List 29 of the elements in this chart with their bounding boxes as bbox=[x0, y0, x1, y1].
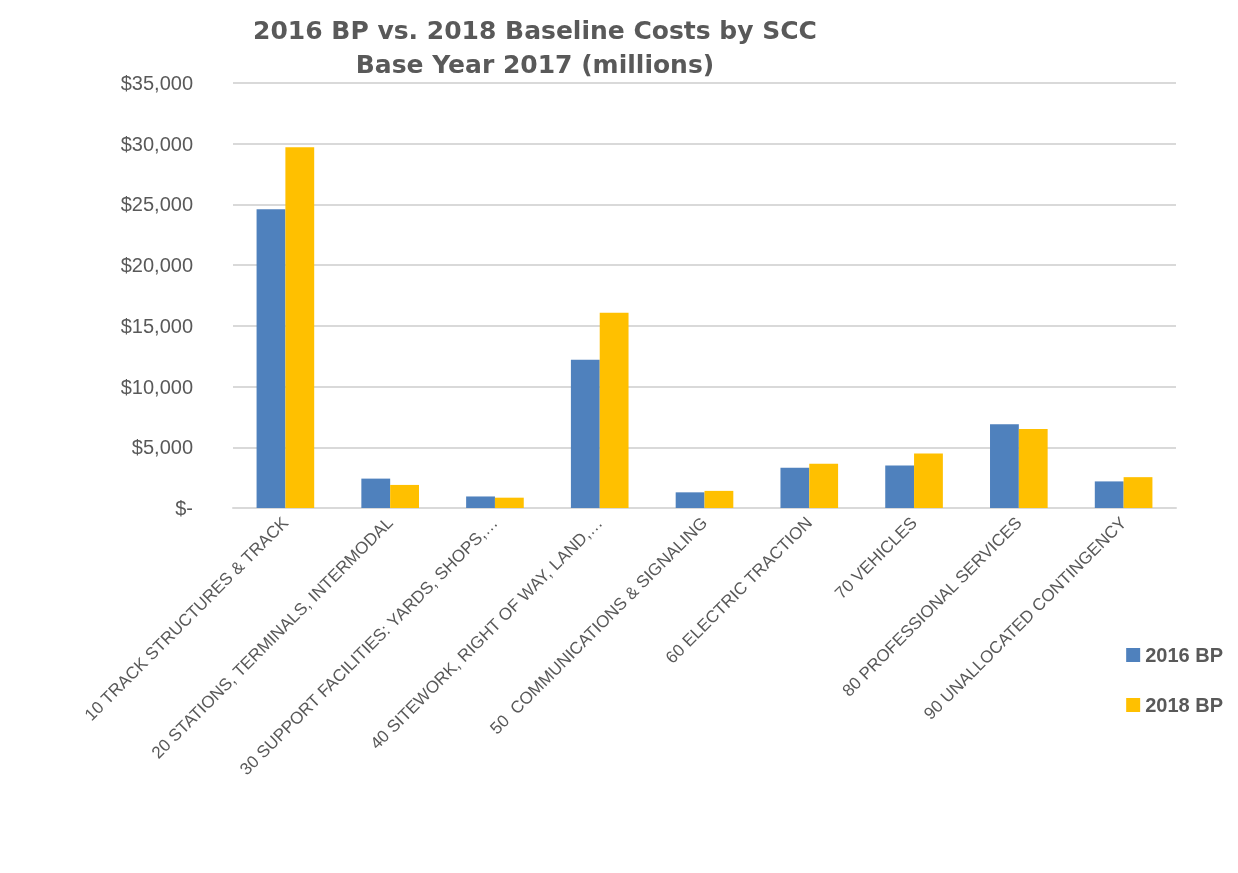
bar bbox=[990, 424, 1019, 508]
y-tick-label: $20,000 bbox=[120, 254, 193, 277]
y-tick-label: $25,000 bbox=[120, 193, 193, 216]
y-tick-label: $5,000 bbox=[131, 436, 193, 459]
bar bbox=[494, 497, 524, 508]
bar bbox=[285, 147, 315, 508]
chart-title: 2016 BP vs. 2018 Baseline Costs by SCC Base Year 2017 (millions) bbox=[253, 15, 817, 79]
bar bbox=[570, 359, 600, 508]
bar bbox=[1123, 477, 1153, 508]
bar bbox=[361, 478, 391, 508]
y-tick-label: $10,000 bbox=[120, 375, 193, 398]
bar bbox=[256, 209, 286, 508]
bar bbox=[390, 484, 419, 508]
bar bbox=[466, 496, 495, 508]
bar bbox=[704, 490, 734, 508]
y-tick-label: $- bbox=[175, 497, 193, 519]
bar bbox=[1018, 429, 1048, 508]
y-tick-label: $30,000 bbox=[120, 132, 193, 155]
bar bbox=[1094, 481, 1124, 508]
bar bbox=[809, 463, 839, 508]
bar bbox=[599, 312, 629, 508]
bar bbox=[914, 453, 943, 508]
y-tick-label: $15,000 bbox=[120, 314, 193, 337]
bar bbox=[885, 465, 915, 508]
legend-label: 2016 BP bbox=[1145, 644, 1224, 666]
y-tick-label: $35,000 bbox=[120, 72, 193, 94]
legend-label: 2018 BP bbox=[1145, 694, 1224, 716]
bar bbox=[675, 492, 705, 508]
bar bbox=[780, 467, 810, 508]
